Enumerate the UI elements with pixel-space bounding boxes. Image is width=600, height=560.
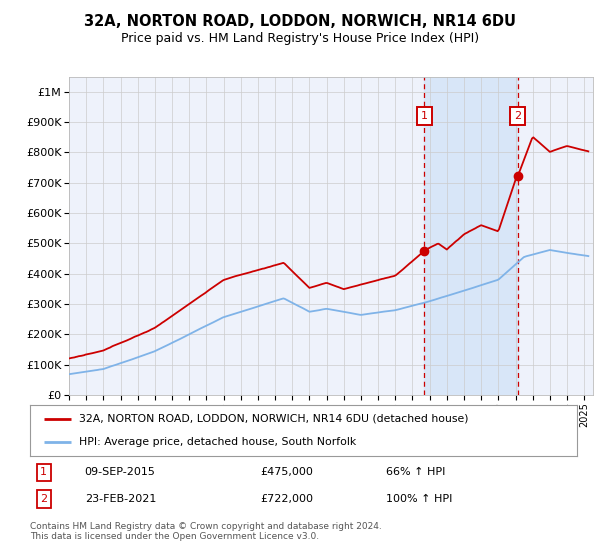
Text: 1: 1: [421, 111, 428, 121]
Bar: [424, 77, 518, 395]
Text: 32A, NORTON ROAD, LODDON, NORWICH, NR14 6DU: 32A, NORTON ROAD, LODDON, NORWICH, NR14 …: [84, 14, 516, 29]
Text: Contains HM Land Registry data © Crown copyright and database right 2024.
This d: Contains HM Land Registry data © Crown c…: [30, 522, 382, 542]
Text: 1: 1: [40, 467, 47, 477]
Text: Price paid vs. HM Land Registry's House Price Index (HPI): Price paid vs. HM Land Registry's House …: [121, 31, 479, 45]
Text: 2: 2: [40, 494, 47, 504]
Text: 23-FEB-2021: 23-FEB-2021: [85, 494, 156, 504]
Text: 09-SEP-2015: 09-SEP-2015: [85, 467, 155, 477]
Text: 100% ↑ HPI: 100% ↑ HPI: [386, 494, 452, 504]
Text: 2: 2: [514, 111, 521, 121]
Text: £475,000: £475,000: [260, 467, 313, 477]
Text: HPI: Average price, detached house, South Norfolk: HPI: Average price, detached house, Sout…: [79, 437, 356, 447]
Text: 66% ↑ HPI: 66% ↑ HPI: [386, 467, 445, 477]
Text: £722,000: £722,000: [260, 494, 313, 504]
Text: 32A, NORTON ROAD, LODDON, NORWICH, NR14 6DU (detached house): 32A, NORTON ROAD, LODDON, NORWICH, NR14 …: [79, 414, 469, 424]
